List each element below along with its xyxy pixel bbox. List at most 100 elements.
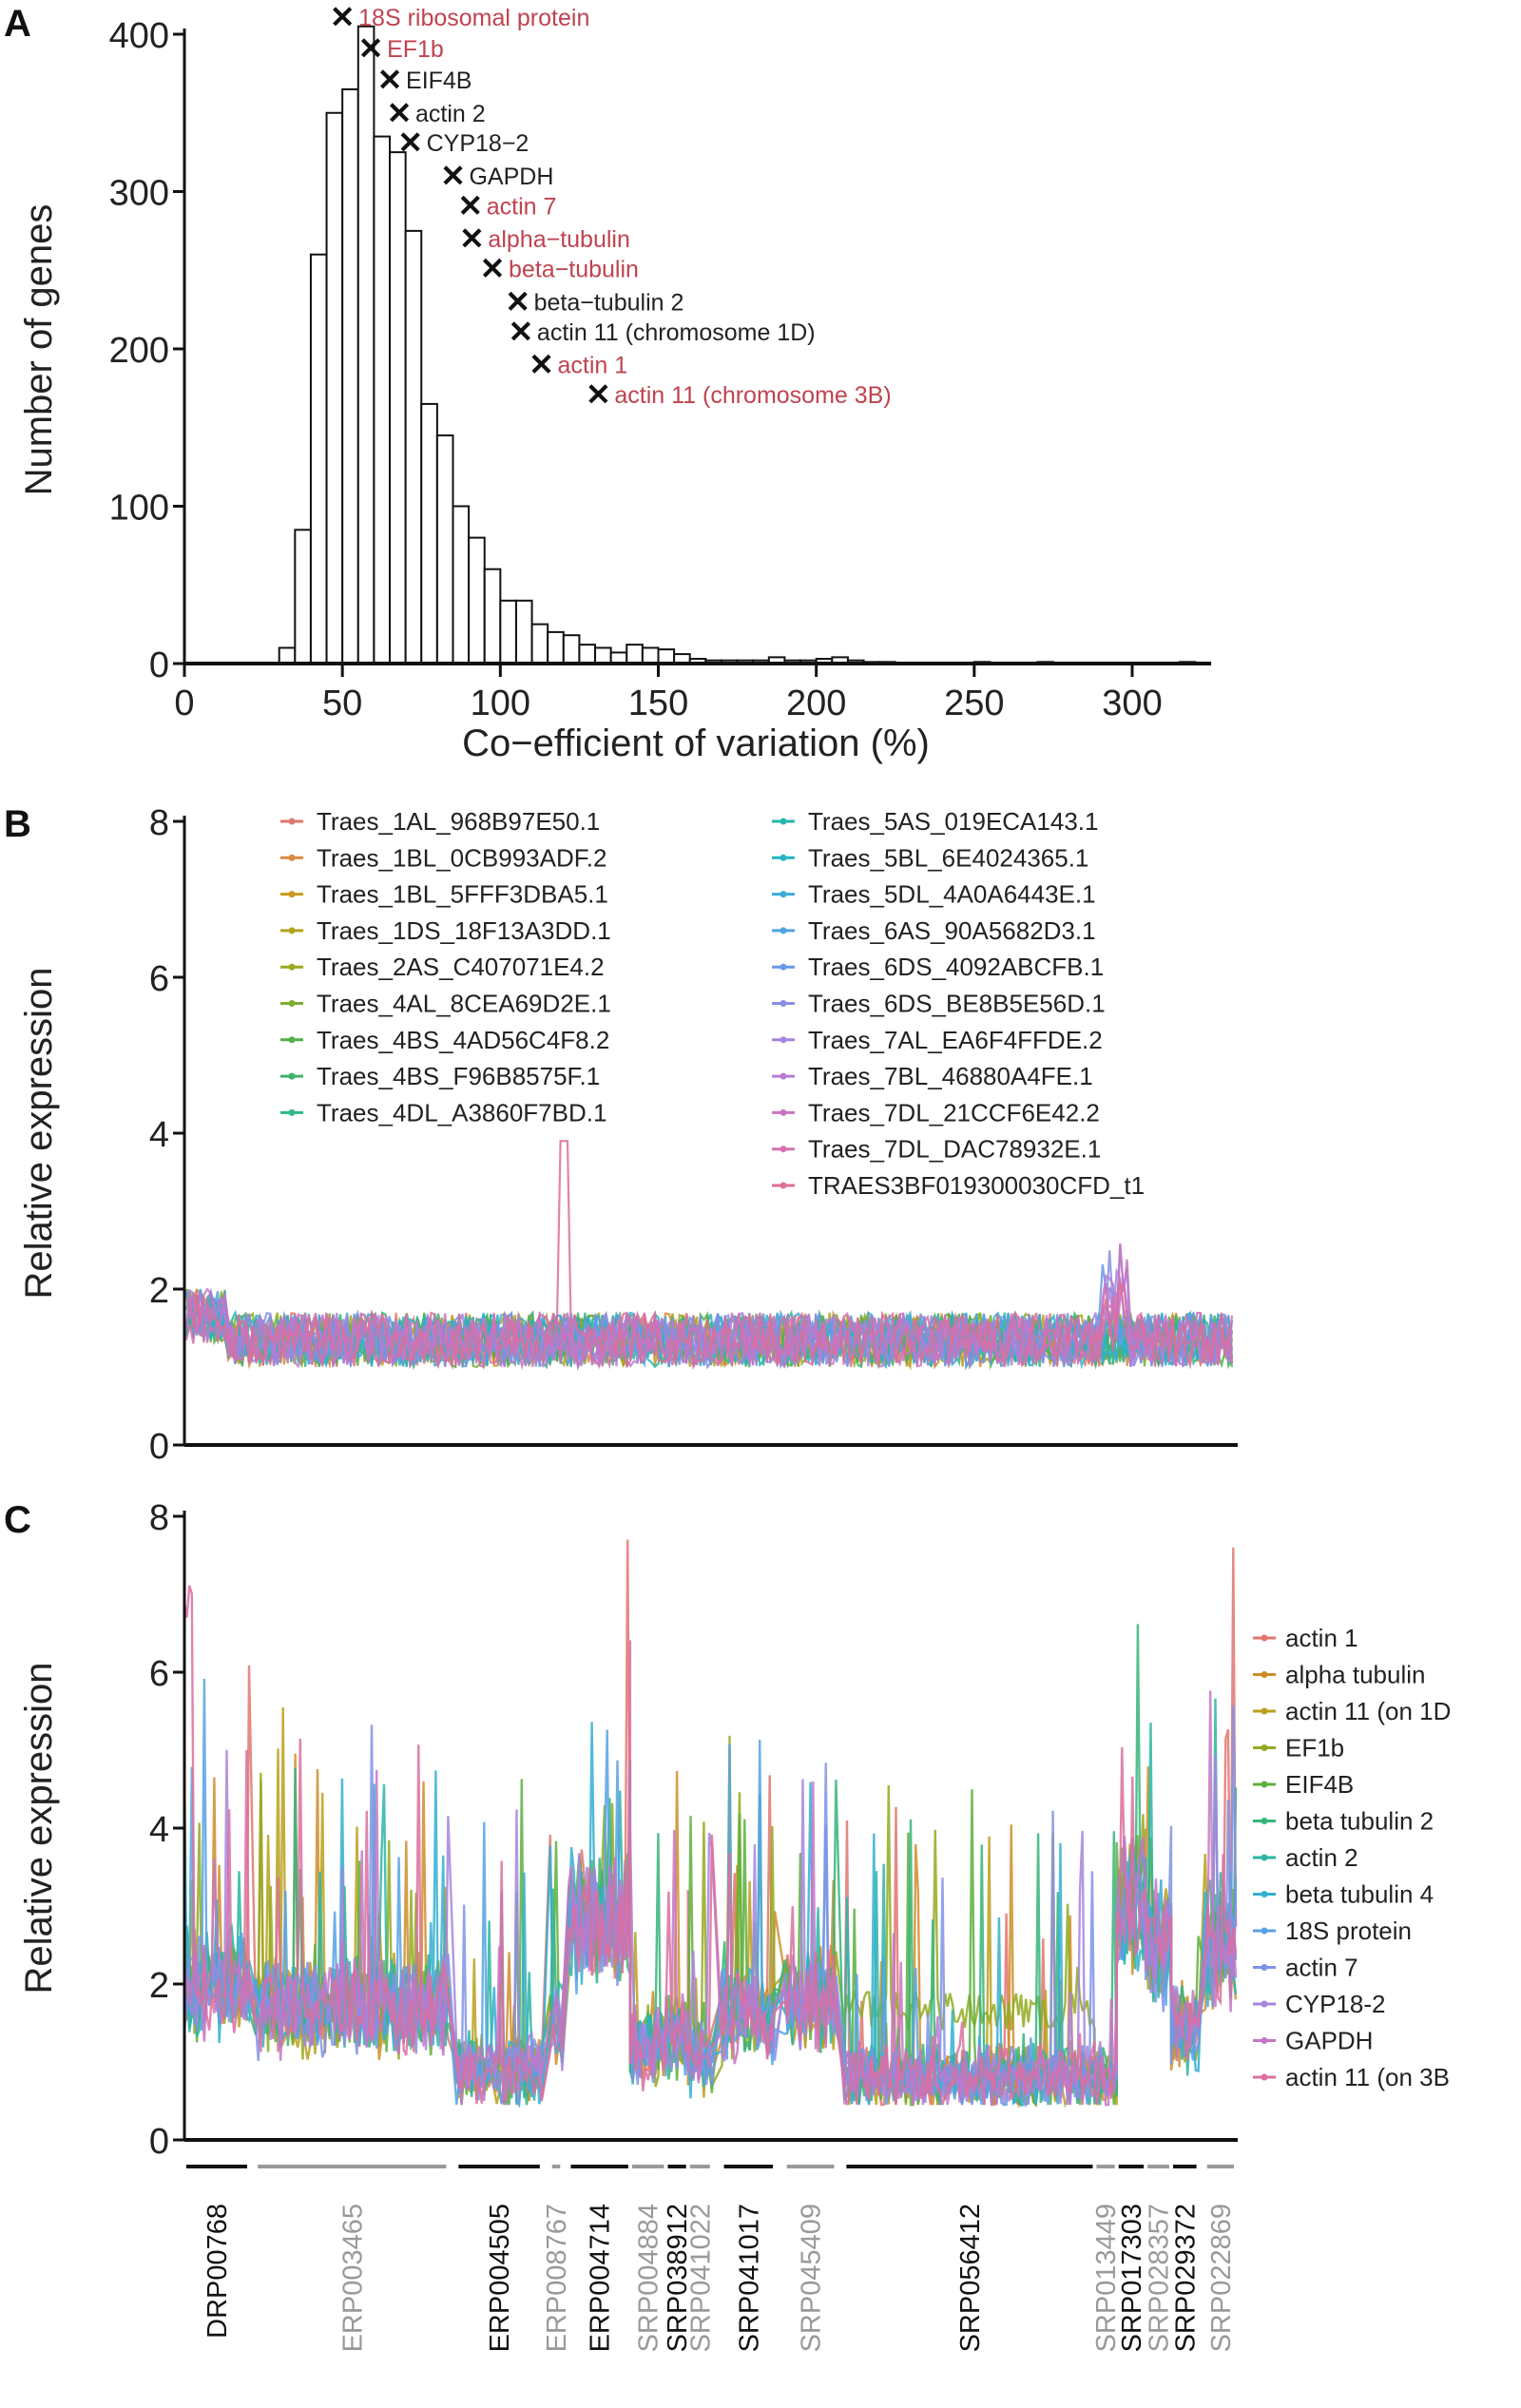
study-label: SRP029372	[1170, 2204, 1201, 2352]
cross-marker-icon: ✕	[480, 252, 506, 286]
legend-label: Traes_5AS_019ECA143.1	[808, 807, 1098, 836]
legend-marker	[1261, 2037, 1268, 2044]
study-label: SRP017303	[1117, 2204, 1147, 2352]
legend-label: Traes_4BS_F96B8575F.1	[317, 1062, 600, 1090]
legend-marker	[288, 1108, 296, 1116]
legend-label: beta tubulin 2	[1285, 1807, 1434, 1836]
legend-marker	[288, 1036, 296, 1044]
study-label: DRP00768	[202, 2204, 233, 2339]
legend-marker	[780, 854, 787, 861]
legend-label: Traes_6DS_4092ABCFB.1	[808, 953, 1104, 981]
histogram-bar	[578, 644, 597, 665]
study-label: SRP022869	[1206, 2204, 1237, 2352]
legend-label: actin 11 (on 3B	[1285, 2063, 1450, 2091]
y-tick-label: 4	[149, 1810, 169, 1850]
legend-label: Traes_4BS_4AD56C4F8.2	[317, 1026, 609, 1054]
legend-marker	[1261, 1781, 1268, 1788]
histogram-bar	[356, 25, 375, 665]
y-axis-title-a: Number of genes	[18, 204, 60, 496]
histogram-bar	[420, 402, 438, 665]
annotation-label: 18S ribosomal protein	[358, 5, 589, 31]
legend-marker	[1261, 2073, 1268, 2081]
legend-label: Traes_1BL_5FFF3DBA5.1	[317, 880, 608, 909]
cross-marker-icon: ✕	[397, 125, 423, 160]
y-tick-label: 400	[109, 16, 169, 56]
legend-label: Traes_7BL_46880A4FE.1	[808, 1062, 1093, 1090]
legend-label: GAPDH	[1285, 2027, 1373, 2055]
legend-label: actin 11 (on 1D	[1285, 1697, 1451, 1725]
cross-marker-icon: ✕	[509, 315, 534, 349]
y-tick-label: 200	[109, 331, 169, 371]
study-label: ERP008767	[542, 2204, 572, 2352]
legend-marker	[1261, 1854, 1268, 1861]
histogram-bar	[452, 505, 471, 665]
cross-marker-icon: ✕	[586, 377, 611, 412]
annotation-label: actin 11 (chromosome 3B)	[614, 382, 891, 409]
histogram-bar	[530, 623, 549, 665]
cross-marker-icon: ✕	[358, 31, 384, 66]
histogram-bar	[657, 648, 676, 665]
histogram-bar	[514, 599, 533, 665]
legend-label: beta tubulin 4	[1285, 1880, 1434, 1909]
expression-panel-b: 0 2 4 6 8 Traes_1AL_968B97E50.1 Traes_1BL_0CB9…	[149, 803, 1238, 1467]
histogram-bar	[309, 253, 328, 665]
legend-label: Traes_4AL_8CEA69D2E.1	[317, 990, 611, 1018]
legend-label: Traes_7DL_21CCF6E42.2	[808, 1098, 1100, 1127]
annotation-label: actin 11 (chromosome 1D)	[537, 319, 816, 346]
annotation-label: GAPDH	[469, 164, 553, 190]
legend-marker	[1261, 1744, 1268, 1751]
annotation-label: EF1b	[387, 36, 444, 63]
cross-marker-icon: ✕	[440, 159, 466, 193]
legend-marker	[780, 927, 787, 934]
histogram-bar	[641, 646, 660, 665]
legend-label: 18S protein	[1285, 1917, 1412, 1945]
y-axis-title-b: Relative expression	[18, 967, 60, 1299]
legend-marker	[288, 927, 296, 934]
legend-label: CYP18-2	[1285, 1990, 1386, 2018]
legend-marker	[288, 963, 296, 971]
legend-label: alpha tubulin	[1285, 1661, 1425, 1689]
histogram-bar	[468, 536, 486, 665]
legend-marker	[288, 891, 296, 898]
histogram-bar	[373, 135, 392, 665]
series-line	[183, 1690, 1238, 2107]
y-tick-label: 4	[149, 1115, 169, 1155]
legend-marker	[288, 854, 296, 861]
x-tick-label: 150	[628, 684, 688, 723]
y-axis-title-c: Relative expression	[18, 1662, 60, 1994]
legend-marker	[288, 1000, 296, 1007]
cross-marker-icon: ✕	[457, 188, 483, 222]
study-label: SRP045409	[797, 2204, 827, 2352]
legend-label: Traes_1DS_18F13A3DD.1	[317, 916, 611, 945]
legend-label: Traes_7AL_EA6F4FFDE.2	[808, 1026, 1103, 1054]
histogram-bar	[294, 529, 312, 665]
legend-marker	[780, 1000, 787, 1007]
legend-marker	[780, 1036, 787, 1044]
annotation-label: beta−tubulin	[509, 257, 639, 283]
legend-marker	[1261, 2000, 1268, 2008]
cross-marker-icon: ✕	[505, 284, 530, 318]
study-label: SRP038912	[663, 2204, 693, 2352]
study-label: SRP041017	[734, 2204, 764, 2352]
legend-label: Traes_4DL_A3860F7BD.1	[317, 1098, 606, 1127]
annotation-label: EIF4B	[406, 67, 472, 94]
histogram-bar	[547, 630, 565, 665]
histogram-bar	[435, 434, 454, 665]
study-label: SRP004884	[634, 2204, 664, 2352]
series-line	[183, 1585, 1238, 2106]
annotation-label: alpha−tubulin	[488, 226, 629, 253]
legend-label: TRAES3BF019300030CFD_t1	[808, 1171, 1145, 1200]
annotation-label: actin 2	[415, 101, 486, 127]
x-tick-label: 0	[174, 684, 194, 723]
legend-label: Traes_5DL_4A0A6443E.1	[808, 880, 1096, 909]
annotation-label: actin 7	[487, 193, 557, 220]
x-tick-label: 200	[786, 684, 846, 723]
annotation-label: CYP18−2	[427, 130, 529, 157]
panel-label-b: B	[4, 803, 31, 845]
y-tick-label: 100	[109, 489, 169, 529]
y-tick-label: 2	[149, 1271, 169, 1311]
legend-marker	[1261, 1891, 1268, 1898]
legend-marker	[780, 1072, 787, 1080]
y-tick-label: 300	[109, 174, 169, 214]
